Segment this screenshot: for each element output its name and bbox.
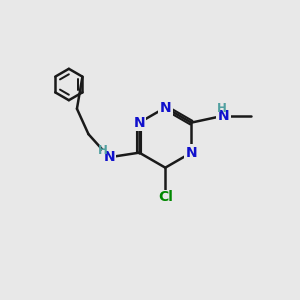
Text: N: N	[185, 146, 197, 160]
Text: N: N	[160, 100, 171, 115]
Text: N: N	[103, 150, 115, 164]
Text: H: H	[98, 144, 107, 157]
Text: N: N	[134, 116, 145, 130]
Text: Cl: Cl	[158, 190, 173, 204]
Text: H: H	[216, 102, 226, 115]
Text: N: N	[218, 109, 230, 123]
